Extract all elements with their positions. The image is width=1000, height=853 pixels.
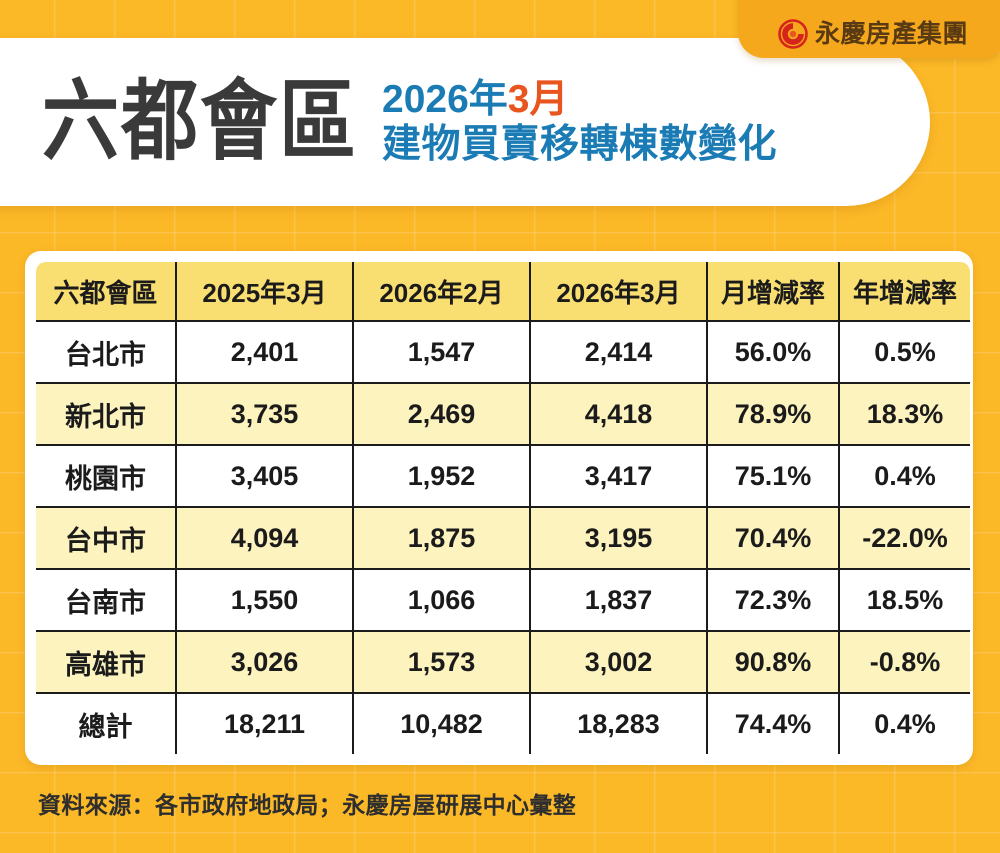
cell-yoy: -0.8% <box>838 630 970 694</box>
cell-y2026m2: 2,469 <box>352 382 531 446</box>
cell-mom: 56.0% <box>706 320 840 384</box>
table-header: 六都會區 2025年3月 2026年2月 2026年3月 月增減率 年增減率 <box>36 262 970 322</box>
cell-y2025m3: 3,026 <box>175 630 354 694</box>
source-note: 資料來源：各市政府地政局；永慶房屋研展中心彙整 <box>38 792 577 818</box>
col-header-mom: 月增減率 <box>706 262 840 322</box>
cell-city: 總計 <box>36 692 177 754</box>
subtitle-period-year: 2026年 <box>382 77 508 121</box>
page-title: 六都會區 <box>42 72 358 171</box>
cell-yoy: 0.4% <box>838 444 970 508</box>
cell-city: 新北市 <box>36 382 177 446</box>
cell-y2026m3: 18,283 <box>529 692 708 754</box>
subtitle-period: 2026年3月 <box>382 79 777 120</box>
table-row: 高雄市 3,026 1,573 3,002 90.8% -0.8% <box>36 630 970 694</box>
subtitle-period-month: 3月 <box>507 77 569 121</box>
cell-city: 高雄市 <box>36 630 177 694</box>
cell-y2026m2: 10,482 <box>352 692 531 754</box>
cell-yoy: -22.0% <box>838 506 970 570</box>
cell-mom: 70.4% <box>706 506 840 570</box>
cell-city: 台北市 <box>36 320 177 384</box>
spiral-target-icon <box>778 19 808 49</box>
cell-yoy: 0.4% <box>838 692 970 754</box>
cell-city: 台南市 <box>36 568 177 632</box>
table-row-total: 總計 18,211 10,482 18,283 74.4% 0.4% <box>36 692 970 754</box>
cell-y2025m3: 3,405 <box>175 444 354 508</box>
cell-y2026m3: 3,002 <box>529 630 708 694</box>
cell-yoy: 18.5% <box>838 568 970 632</box>
transfer-data-table: 六都會區 2025年3月 2026年2月 2026年3月 月增減率 年增減率 台… <box>34 260 972 756</box>
cell-y2026m3: 1,837 <box>529 568 708 632</box>
table-row: 新北市 3,735 2,469 4,418 78.9% 18.3% <box>36 382 970 446</box>
table-row: 台中市 4,094 1,875 3,195 70.4% -22.0% <box>36 506 970 570</box>
header-card: 六都會區 2026年3月 建物買賣移轉棟數變化 <box>0 38 930 206</box>
cell-y2025m3: 4,094 <box>175 506 354 570</box>
col-header-yoy: 年增減率 <box>838 262 970 322</box>
brand-logo-badge: 永慶房產集團 <box>738 0 1000 58</box>
subtitle-metric: 建物買賣移轉棟數變化 <box>382 123 778 166</box>
cell-city: 桃園市 <box>36 444 177 508</box>
cell-mom: 90.8% <box>706 630 840 694</box>
cell-y2026m2: 1,066 <box>352 568 531 632</box>
cell-y2026m3: 3,195 <box>529 506 708 570</box>
cell-y2025m3: 3,735 <box>175 382 354 446</box>
cell-y2026m3: 4,418 <box>529 382 708 446</box>
cell-y2025m3: 18,211 <box>175 692 354 754</box>
cell-mom: 75.1% <box>706 444 840 508</box>
cell-y2026m3: 2,414 <box>529 320 708 384</box>
cell-mom: 72.3% <box>706 568 840 632</box>
col-header-city: 六都會區 <box>36 262 177 322</box>
cell-y2025m3: 2,401 <box>175 320 354 384</box>
cell-y2026m2: 1,573 <box>352 630 531 694</box>
table-row: 台北市 2,401 1,547 2,414 56.0% 0.5% <box>36 320 970 384</box>
col-header-y2025m3: 2025年3月 <box>175 262 354 322</box>
cell-city: 台中市 <box>36 506 177 570</box>
cell-y2026m2: 1,547 <box>352 320 531 384</box>
table-header-row: 六都會區 2025年3月 2026年2月 2026年3月 月增減率 年增減率 <box>36 262 970 322</box>
cell-y2025m3: 1,550 <box>175 568 354 632</box>
table-row: 台南市 1,550 1,066 1,837 72.3% 18.5% <box>36 568 970 632</box>
col-header-y2026m3: 2026年3月 <box>529 262 708 322</box>
brand-logo-inner: 永慶房產集團 <box>778 19 968 49</box>
cell-y2026m2: 1,952 <box>352 444 531 508</box>
cell-yoy: 0.5% <box>838 320 970 384</box>
table-row: 桃園市 3,405 1,952 3,417 75.1% 0.4% <box>36 444 970 508</box>
table-frame: 六都會區 2025年3月 2026年2月 2026年3月 月增減率 年增減率 台… <box>25 251 973 765</box>
cell-mom: 74.4% <box>706 692 840 754</box>
cell-y2026m2: 1,875 <box>352 506 531 570</box>
header-inner: 六都會區 2026年3月 建物買賣移轉棟數變化 <box>42 72 777 171</box>
subtitle-block: 2026年3月 建物買賣移轉棟數變化 <box>382 79 777 166</box>
cell-yoy: 18.3% <box>838 382 970 446</box>
table-body: 台北市 2,401 1,547 2,414 56.0% 0.5% 新北市 3,7… <box>36 320 970 754</box>
cell-y2026m3: 3,417 <box>529 444 708 508</box>
cell-mom: 78.9% <box>706 382 840 446</box>
brand-logo-text: 永慶房產集團 <box>814 19 968 48</box>
col-header-y2026m2: 2026年2月 <box>352 262 531 322</box>
